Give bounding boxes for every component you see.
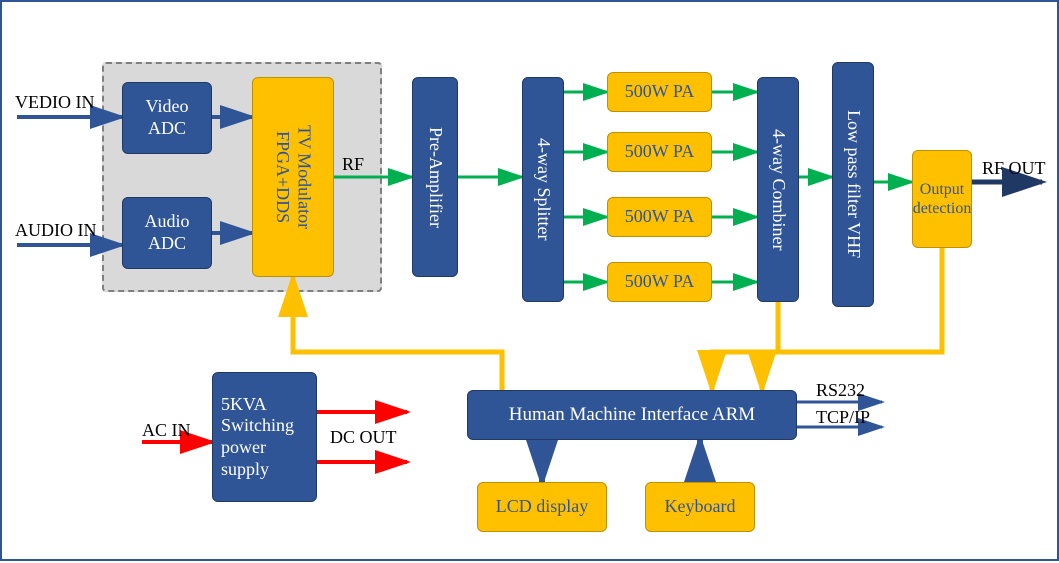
label-tcpip: TCP/IP [816, 407, 870, 428]
label-dc-out: DC OUT [330, 427, 397, 448]
node-combiner: 4-way Combiner [757, 77, 799, 302]
label: TV Modulator FPGA+DDS [271, 82, 314, 272]
label: LCD display [496, 496, 589, 518]
label: 5KVA Switching power supply [221, 394, 312, 480]
label-audio-in: AUDIO IN [15, 220, 96, 241]
label: 4-way Splitter [532, 138, 554, 240]
label: Output detection [913, 180, 972, 218]
label: 500W PA [625, 206, 695, 228]
node-tv-modulator: TV Modulator FPGA+DDS [252, 77, 334, 277]
label-video-in: VEDIO IN [15, 92, 94, 113]
label-rf: RF [342, 154, 364, 175]
node-pa1: 500W PA [607, 72, 712, 112]
label-rs232: RS232 [816, 380, 865, 401]
label: Keyboard [665, 496, 736, 518]
label: Audio ADC [127, 211, 207, 254]
node-video-adc: Video ADC [122, 82, 212, 154]
node-pa3: 500W PA [607, 197, 712, 237]
label: 4-way Combiner [767, 129, 789, 250]
node-pa4: 500W PA [607, 262, 712, 302]
label: Human Machine Interface ARM [509, 404, 755, 427]
node-psu: 5KVA Switching power supply [212, 372, 317, 502]
node-keyboard: Keyboard [645, 482, 755, 532]
label: 500W PA [625, 271, 695, 293]
node-output-detection: Output detection [912, 150, 972, 248]
label: Pre-Amplifier [424, 127, 446, 228]
node-hmi: Human Machine Interface ARM [467, 390, 797, 440]
label: 500W PA [625, 81, 695, 103]
label: Low pass filter VHF [842, 110, 864, 258]
label-ac-in: AC IN [142, 420, 191, 441]
node-audio-adc: Audio ADC [122, 197, 212, 269]
label: Video ADC [127, 96, 207, 139]
label-rf-out: RF OUT [982, 158, 1046, 179]
node-pre-amplifier: Pre-Amplifier [412, 77, 458, 277]
label: 500W PA [625, 141, 695, 163]
diagram-canvas: Video ADC Audio ADC TV Modulator FPGA+DD… [0, 0, 1059, 561]
node-pa2: 500W PA [607, 132, 712, 172]
node-splitter: 4-way Splitter [522, 77, 564, 302]
node-lpf: Low pass filter VHF [832, 62, 874, 307]
node-lcd: LCD display [477, 482, 607, 532]
